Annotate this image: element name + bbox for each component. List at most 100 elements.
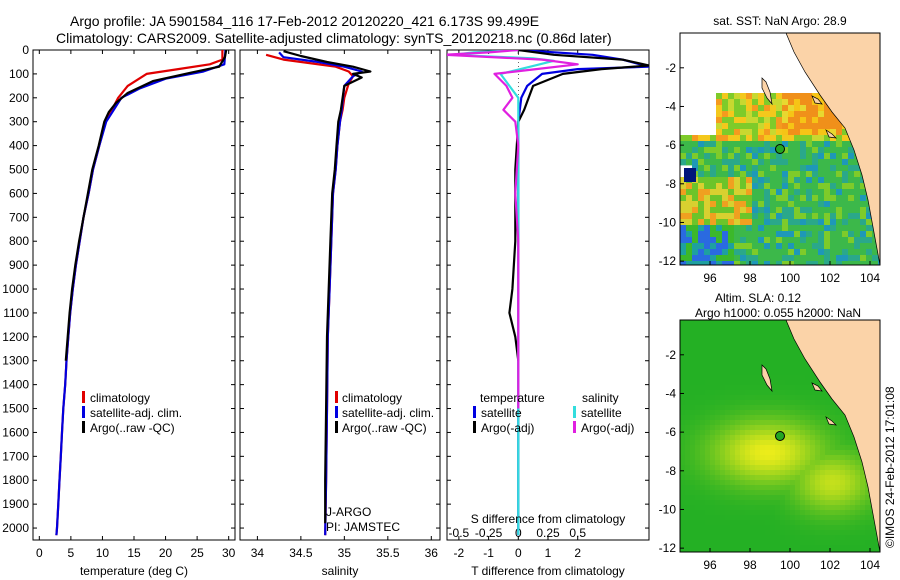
sla-cell xyxy=(845,430,851,436)
sst-cell xyxy=(866,213,873,220)
sla-cell xyxy=(845,515,851,521)
sla-cell xyxy=(780,425,786,431)
sla-cell xyxy=(830,500,836,506)
sla-cell xyxy=(680,445,686,451)
sla-cell xyxy=(685,480,691,486)
sst-cell xyxy=(866,225,873,232)
sst-cell xyxy=(776,225,783,232)
sst-cell xyxy=(728,183,735,190)
sst-cell xyxy=(800,219,807,226)
sst-cell xyxy=(680,255,687,262)
sla-cell xyxy=(685,345,691,351)
sst-cell xyxy=(704,147,711,154)
sla-cell xyxy=(770,395,776,401)
sla-cell xyxy=(810,475,816,481)
sla-cell xyxy=(805,385,811,391)
sla-cell xyxy=(750,550,756,552)
sla-cell xyxy=(750,520,756,526)
sla-cell xyxy=(710,510,716,516)
sla-cell xyxy=(745,470,751,476)
sst-cell xyxy=(746,177,753,184)
sla-cell xyxy=(845,455,851,461)
sla-cell xyxy=(700,375,706,381)
sst-cell xyxy=(764,213,771,220)
sst-cell xyxy=(728,123,735,130)
sst-cell xyxy=(860,231,867,238)
sst-cell xyxy=(770,207,777,214)
sst-map-title: sat. SST: NaN Argo: 28.9 xyxy=(713,14,847,28)
sst-cell xyxy=(704,213,711,220)
sla-cell xyxy=(710,475,716,481)
sst-cell xyxy=(734,189,741,196)
sla-cell xyxy=(745,460,751,466)
sla-cell xyxy=(685,340,691,346)
sla-cell xyxy=(735,330,741,336)
sst-map-ticks: 96 98 100 102 104-2-4-6-8-10-12 xyxy=(659,61,881,285)
sla-cell xyxy=(790,520,796,526)
sla-cell xyxy=(835,405,841,411)
sst-cell xyxy=(776,153,783,160)
sst-cell xyxy=(728,237,735,244)
sla-cell xyxy=(680,460,686,466)
sst-cell xyxy=(710,189,717,196)
sst-cell xyxy=(716,147,723,154)
sla-cell xyxy=(750,365,756,371)
sst-cell xyxy=(782,255,789,262)
sla-cell xyxy=(805,405,811,411)
sla-cell xyxy=(795,370,801,376)
sla-cell xyxy=(705,325,711,331)
sla-cell xyxy=(820,415,826,421)
sla-cell xyxy=(770,485,776,491)
sla-cell xyxy=(775,470,781,476)
x-tick-label: 0 xyxy=(515,546,522,560)
x-tick-label: 15 xyxy=(127,546,141,560)
sst-cell xyxy=(800,159,807,166)
sst-cell xyxy=(806,207,813,214)
sla-cell xyxy=(695,340,701,346)
sla-cell xyxy=(790,450,796,456)
sst-cell xyxy=(776,105,783,112)
sla-cell xyxy=(745,395,751,401)
sst-cell xyxy=(752,111,759,118)
temperature-legend: climatology satellite-adj. clim. Argo(..… xyxy=(82,391,182,435)
sla-cell xyxy=(775,495,781,501)
sla-cell xyxy=(795,510,801,516)
sla-cell xyxy=(725,385,731,391)
sla-cell xyxy=(815,475,821,481)
sst-cell xyxy=(824,201,831,208)
sla-cell xyxy=(710,525,716,531)
sst-cell xyxy=(782,165,789,172)
sla-cell xyxy=(760,525,766,531)
sla-cell xyxy=(695,485,701,491)
sst-cell xyxy=(842,171,849,178)
sla-cell xyxy=(715,455,721,461)
sst-cell xyxy=(734,249,741,256)
sst-cell xyxy=(830,249,837,256)
sst-cell xyxy=(770,111,777,118)
sla-cell xyxy=(790,470,796,476)
sst-cell xyxy=(866,261,873,265)
sla-cell xyxy=(860,530,866,536)
sst-cell xyxy=(842,255,849,262)
sla-cell xyxy=(840,415,846,421)
sst-cell xyxy=(680,195,687,202)
sst-cell xyxy=(800,99,807,106)
sst-cell xyxy=(818,111,825,118)
sst-cell xyxy=(860,225,867,232)
sla-cell xyxy=(770,490,776,496)
sla-cell xyxy=(680,375,686,381)
sst-cell xyxy=(824,153,831,160)
sla-cell xyxy=(800,520,806,526)
sla-cell xyxy=(745,465,751,471)
sla-cell xyxy=(780,550,786,552)
sla-cell xyxy=(805,490,811,496)
float-program: J-ARGO xyxy=(326,505,371,519)
sst-cell xyxy=(764,261,771,265)
sst-cell xyxy=(818,231,825,238)
sla-cell xyxy=(700,530,706,536)
sla-cell xyxy=(785,325,791,331)
depth-tick-label: 200 xyxy=(9,91,29,105)
sst-cell xyxy=(698,165,705,172)
sla-cell xyxy=(830,425,836,431)
sla-cell xyxy=(735,450,741,456)
